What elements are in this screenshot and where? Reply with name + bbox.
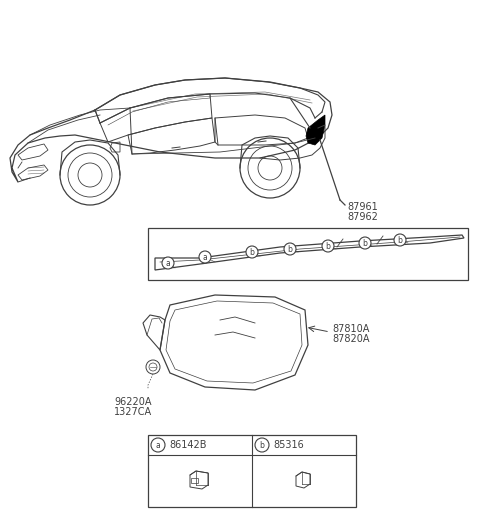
Text: 87961: 87961 [347, 202, 378, 212]
Bar [148, 435, 356, 507]
Text: 1327CA: 1327CA [114, 407, 152, 417]
Circle shape [284, 243, 296, 255]
Bar [148, 228, 468, 280]
Text: 87820A: 87820A [332, 334, 370, 344]
Text: a: a [166, 259, 170, 268]
Text: b: b [288, 245, 292, 254]
Text: 86142B: 86142B [169, 440, 206, 450]
Circle shape [394, 234, 406, 246]
Text: a: a [156, 441, 160, 450]
Text: 87810A: 87810A [332, 324, 370, 334]
Circle shape [162, 257, 174, 269]
Circle shape [199, 251, 211, 263]
Text: a: a [203, 253, 207, 262]
Bar [191, 478, 198, 483]
Text: 85316: 85316 [273, 440, 304, 450]
Text: b: b [397, 236, 402, 245]
Circle shape [359, 237, 371, 249]
Circle shape [255, 438, 269, 452]
Text: 96220A: 96220A [114, 397, 152, 407]
Circle shape [246, 246, 258, 258]
Text: b: b [260, 441, 264, 450]
Polygon shape [306, 115, 325, 145]
Text: b: b [250, 248, 254, 257]
Text: 87962: 87962 [347, 212, 378, 222]
Text: b: b [362, 239, 367, 248]
Text: b: b [325, 242, 330, 251]
Circle shape [322, 240, 334, 252]
Circle shape [151, 438, 165, 452]
